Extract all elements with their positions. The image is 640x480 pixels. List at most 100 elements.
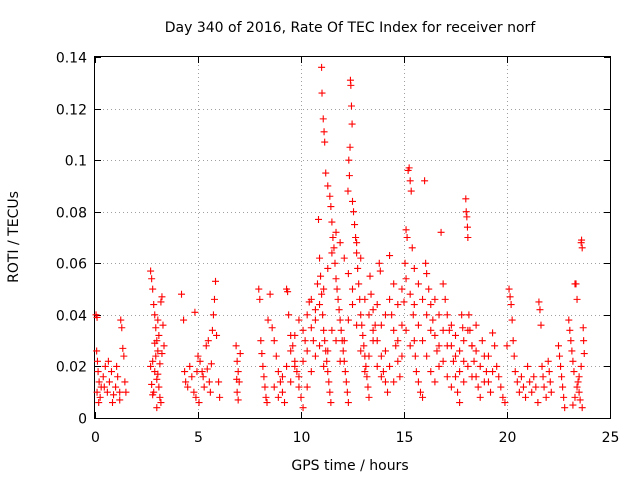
data-point: [489, 329, 497, 337]
data-point: [489, 368, 497, 376]
data-point: [151, 311, 159, 319]
data-point: [320, 285, 328, 293]
data-point: [508, 316, 516, 324]
data-point: [155, 331, 163, 339]
data-point: [406, 177, 414, 185]
data-point: [303, 347, 311, 355]
data-point: [344, 399, 352, 407]
data-point: [103, 388, 111, 396]
data-point: [122, 388, 130, 396]
data-point: [119, 344, 127, 352]
data-point: [371, 321, 379, 329]
data-point: [363, 373, 371, 381]
data-point: [556, 352, 564, 360]
data-point: [345, 156, 353, 164]
data-point: [464, 326, 472, 334]
data-point: [268, 324, 276, 332]
data-point: [159, 321, 167, 329]
data-point: [532, 383, 540, 391]
data-point: [560, 393, 568, 401]
data-point: [463, 223, 471, 231]
data-point: [569, 357, 577, 365]
data-point: [180, 316, 188, 324]
data-point: [491, 342, 499, 350]
data-point: [331, 259, 339, 267]
data-point: [190, 388, 198, 396]
data-point: [539, 373, 547, 381]
data-point: [350, 208, 358, 216]
data-point: [511, 368, 519, 376]
data-point: [182, 378, 190, 386]
data-point: [480, 378, 488, 386]
data-point: [261, 383, 269, 391]
data-point: [577, 362, 585, 370]
data-point: [464, 362, 472, 370]
data-point: [205, 378, 213, 386]
data-point: [580, 337, 588, 345]
data-point: [186, 362, 194, 370]
data-point: [433, 347, 441, 355]
data-point: [530, 373, 538, 381]
data-point: [468, 373, 476, 381]
data-point: [344, 187, 352, 195]
data-point: [94, 368, 102, 376]
data-point: [319, 115, 327, 123]
data-point: [328, 218, 336, 226]
data-point: [104, 357, 112, 365]
data-point: [441, 295, 449, 303]
data-point: [463, 213, 471, 221]
data-point: [410, 264, 418, 272]
chart-title: Day 340 of 2016, Rate Of TEC Index for r…: [165, 20, 537, 36]
data-point: [293, 368, 301, 376]
data-point: [431, 331, 439, 339]
data-point: [559, 383, 567, 391]
data-point: [325, 378, 333, 386]
data-point: [110, 391, 118, 399]
data-point: [414, 321, 422, 329]
plot-frame: [94, 56, 611, 419]
data-point: [377, 321, 385, 329]
data-point: [152, 324, 160, 332]
y-tick-label: 0.08: [56, 206, 87, 222]
data-point: [147, 267, 155, 275]
data-point: [200, 383, 208, 391]
data-point: [454, 388, 462, 396]
data-point: [447, 383, 455, 391]
data-point: [573, 383, 581, 391]
data-point: [289, 342, 297, 350]
data-point: [381, 347, 389, 355]
data-point: [377, 352, 385, 360]
data-point: [321, 138, 329, 146]
data-point: [332, 337, 340, 345]
data-point: [497, 383, 505, 391]
data-point: [148, 380, 156, 388]
y-tick-label: 0.1: [65, 154, 87, 170]
data-point: [287, 347, 295, 355]
data-point: [359, 331, 367, 339]
data-point: [524, 362, 532, 370]
data-point: [357, 254, 365, 262]
data-point: [307, 324, 315, 332]
data-point: [207, 360, 215, 368]
data-point: [410, 301, 418, 309]
data-point: [400, 298, 408, 306]
data-point: [154, 370, 162, 378]
data-point: [116, 388, 124, 396]
data-point: [344, 316, 352, 324]
data-point: [534, 399, 542, 407]
data-point: [195, 399, 203, 407]
data-point: [376, 267, 384, 275]
data-point: [318, 89, 326, 97]
data-point: [517, 373, 525, 381]
data-point: [547, 388, 555, 396]
data-point: [157, 298, 165, 306]
data-point: [107, 368, 115, 376]
data-point: [344, 270, 352, 278]
data-point: [367, 290, 375, 298]
data-point: [443, 373, 451, 381]
data-point: [320, 326, 328, 334]
data-point: [354, 264, 362, 272]
data-point: [437, 228, 445, 236]
data-point: [202, 342, 210, 350]
data-point: [579, 324, 587, 332]
